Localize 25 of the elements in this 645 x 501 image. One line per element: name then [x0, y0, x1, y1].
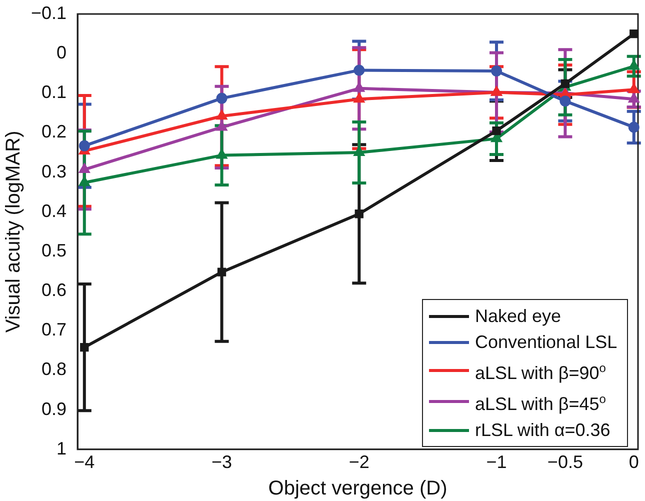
x-tick-label: 0 — [628, 452, 639, 472]
y-tick-label: 1 — [56, 438, 67, 458]
y-tick-label: 0.4 — [42, 200, 67, 221]
x-tick-label: −4 — [74, 452, 95, 472]
legend-label: aLSL with β=45$^{o}$ — [475, 391, 606, 416]
y-axis-title: Visual acuity (logMAR) — [2, 130, 25, 333]
y-tick-label: 0.5 — [42, 240, 67, 260]
legend-label: Conventional LSL — [475, 331, 618, 354]
y-tick-label: 0.1 — [42, 82, 67, 102]
y-tick-label: 0.2 — [42, 122, 67, 142]
x-axis-title: Object vergence (D) — [268, 478, 448, 500]
y-tick-label: 0 — [56, 42, 67, 63]
y-tick-label: 0.3 — [42, 161, 67, 182]
legend-label: aLSL with β=90$^{o}$ — [475, 360, 606, 386]
y-tick-label: 0.8 — [42, 359, 67, 380]
y-tick-label: 0.7 — [42, 320, 67, 340]
y-tick-label: 0.9 — [42, 398, 67, 419]
legend-label: Naked eye — [475, 305, 562, 328]
y-tick-label: 0.6 — [42, 280, 67, 300]
x-tick-label: −2 — [348, 452, 370, 472]
x-tick-label: −0.5 — [547, 452, 583, 472]
x-tick-label: −1 — [486, 452, 507, 472]
x-tick-label: −3 — [212, 452, 232, 472]
y-tick-label: −0.1 — [30, 2, 67, 23]
legend-label: rLSL with α=0.36 — [475, 419, 610, 442]
